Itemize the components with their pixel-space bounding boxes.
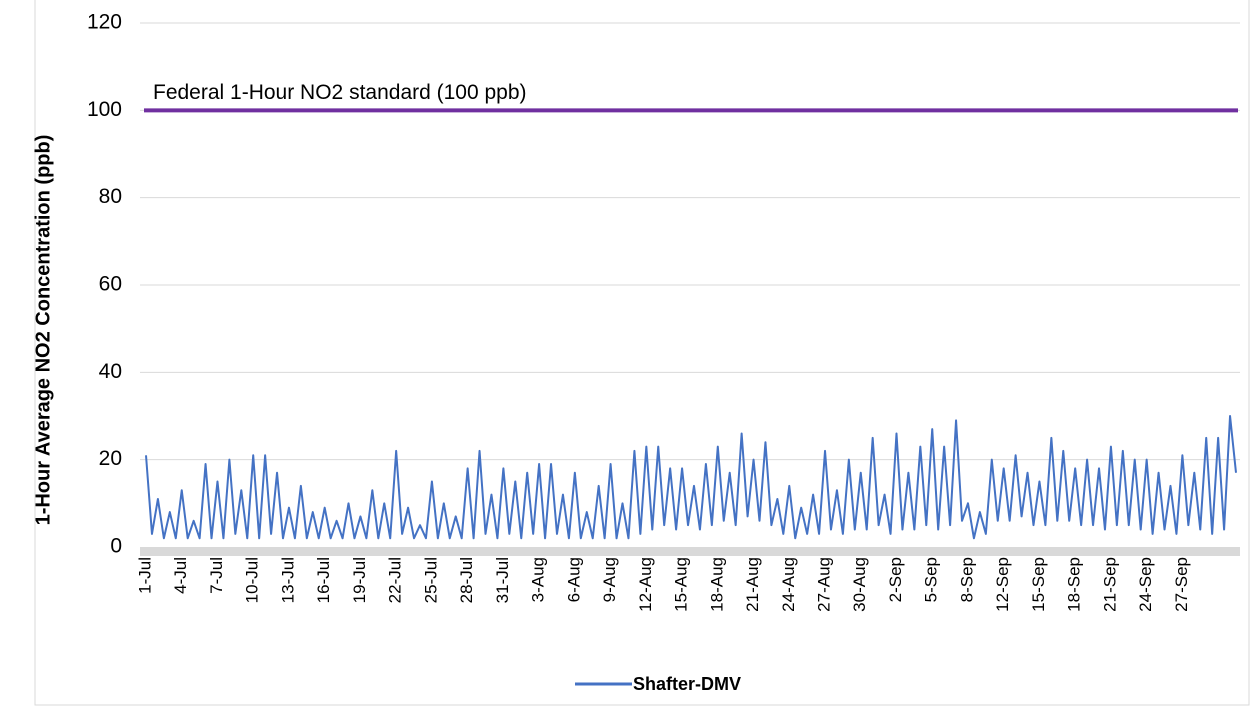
y-tick-label: 60 <box>99 273 122 296</box>
x-tick-label: 22-Jul <box>386 557 405 603</box>
x-tick-label: 1-Jul <box>135 557 154 594</box>
x-tick-label: 10-Jul <box>243 557 262 603</box>
x-tick-label: 30-Aug <box>850 557 869 612</box>
x-tick-label: 19-Jul <box>350 557 369 603</box>
y-axis-title: 1-Hour Average NO2 Concentration (ppb) <box>32 135 54 526</box>
x-tick-label: 25-Jul <box>421 557 440 603</box>
y-tick-label: 120 <box>87 11 122 34</box>
x-axis-line <box>140 547 1240 556</box>
x-tick-label: 24-Sep <box>1136 557 1155 612</box>
x-tick-label: 21-Aug <box>743 557 762 612</box>
x-tick-label: 12-Aug <box>636 557 655 612</box>
y-tick-label: 80 <box>99 185 122 208</box>
x-tick-label: 31-Jul <box>493 557 512 603</box>
x-tick-label: 7-Jul <box>207 557 226 594</box>
x-tick-label: 4-Jul <box>171 557 190 594</box>
x-tick-label: 21-Sep <box>1100 557 1119 612</box>
x-tick-label: 28-Jul <box>457 557 476 603</box>
legend-label: Shafter-DMV <box>633 674 741 694</box>
chart-border <box>34 0 1250 706</box>
x-tick-label: 18-Aug <box>707 557 726 612</box>
x-tick-label: 9-Aug <box>600 557 619 602</box>
y-tick-label: 20 <box>99 447 122 470</box>
x-tick-label: 18-Sep <box>1065 557 1084 612</box>
threshold-label: Federal 1-Hour NO2 standard (100 ppb) <box>153 81 527 104</box>
y-tick-label: 100 <box>87 98 122 121</box>
x-tick-label: 8-Sep <box>957 557 976 602</box>
x-tick-label: 3-Aug <box>529 557 548 602</box>
x-tick-label: 15-Aug <box>672 557 691 612</box>
x-tick-label: 6-Aug <box>564 557 583 602</box>
x-tick-label: 27-Sep <box>1172 557 1191 612</box>
x-tick-label: 15-Sep <box>1029 557 1048 612</box>
x-tick-label: 13-Jul <box>278 557 297 603</box>
y-tick-label: 0 <box>110 535 122 558</box>
data-line <box>145 415 1237 540</box>
x-tick-label: 2-Sep <box>886 557 905 602</box>
x-tick-label: 5-Sep <box>922 557 941 602</box>
x-tick-label: 24-Aug <box>779 557 798 612</box>
y-tick-label: 40 <box>99 360 122 383</box>
x-tick-label: 27-Aug <box>815 557 834 612</box>
x-tick-label: 16-Jul <box>314 557 333 603</box>
x-tick-label: 12-Sep <box>993 557 1012 612</box>
